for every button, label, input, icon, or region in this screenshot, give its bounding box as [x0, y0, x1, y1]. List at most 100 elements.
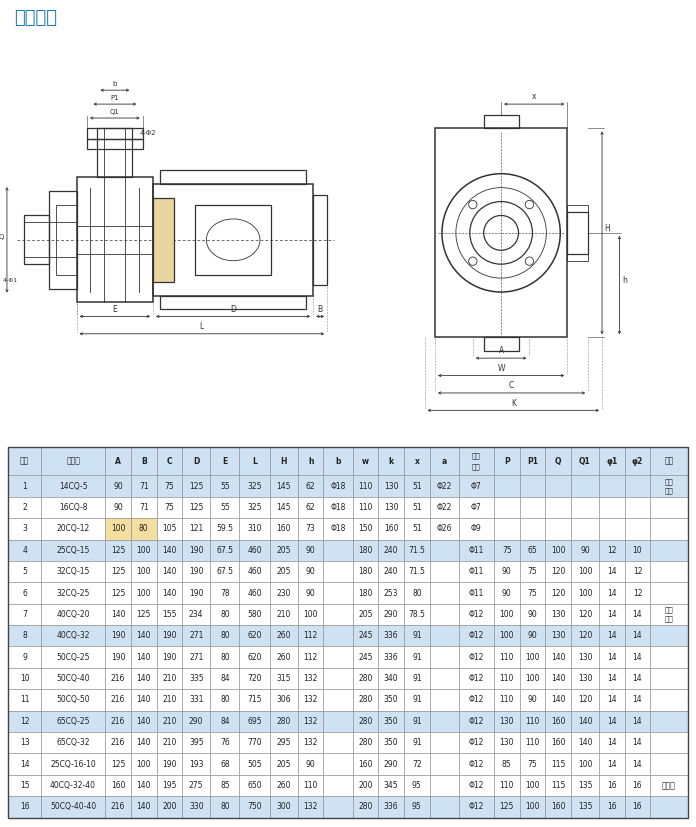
Bar	[157, 519, 182, 539]
Bar	[270, 476, 298, 497]
Text: P1: P1	[111, 95, 119, 102]
Bar	[8, 447, 41, 476]
Text: 78: 78	[220, 589, 230, 598]
Text: 法兰: 法兰	[665, 607, 674, 614]
Text: 505: 505	[247, 759, 262, 768]
Bar	[459, 447, 494, 476]
Text: Q: Q	[0, 234, 4, 240]
Bar	[157, 582, 182, 604]
Text: 190: 190	[162, 759, 177, 768]
Text: 190: 190	[189, 589, 203, 598]
Text: 51: 51	[412, 524, 422, 533]
Text: 25CQ-16-10: 25CQ-16-10	[50, 759, 96, 768]
Text: 210: 210	[162, 674, 177, 683]
Text: 73: 73	[306, 524, 315, 533]
Bar	[157, 732, 182, 753]
Text: 100: 100	[578, 759, 592, 768]
Text: 200: 200	[358, 781, 373, 790]
Bar	[270, 689, 298, 710]
Text: Φ7: Φ7	[471, 481, 482, 490]
Text: 84: 84	[220, 674, 230, 683]
Text: 65CQ-32: 65CQ-32	[56, 739, 90, 747]
Text: 91: 91	[412, 717, 422, 726]
Bar	[105, 582, 131, 604]
Bar	[131, 753, 157, 775]
Bar	[599, 539, 624, 561]
Bar	[41, 689, 105, 710]
Bar	[571, 497, 599, 519]
Text: 240: 240	[384, 546, 398, 555]
Bar	[494, 447, 520, 476]
Text: 130: 130	[384, 503, 398, 512]
Text: 90: 90	[306, 589, 315, 598]
Text: 14: 14	[607, 739, 617, 747]
Bar	[41, 476, 105, 497]
Bar	[105, 796, 131, 818]
Text: 50CQ-50: 50CQ-50	[56, 696, 90, 705]
Bar	[599, 775, 624, 796]
Bar	[195, 205, 271, 275]
Bar	[353, 497, 379, 519]
Bar	[353, 582, 379, 604]
Text: 190: 190	[111, 653, 125, 662]
Bar	[545, 539, 571, 561]
Bar	[324, 710, 353, 732]
Text: 14: 14	[633, 631, 642, 640]
Bar	[545, 732, 571, 753]
Bar	[429, 476, 459, 497]
Text: 160: 160	[276, 524, 291, 533]
Bar	[404, 561, 429, 582]
Bar	[599, 732, 624, 753]
Bar	[298, 447, 324, 476]
Text: 75: 75	[528, 567, 537, 576]
Text: 140: 140	[551, 696, 565, 705]
Bar	[520, 689, 545, 710]
Text: B: B	[317, 304, 323, 313]
Bar	[298, 476, 324, 497]
Bar	[545, 625, 571, 647]
Text: 112: 112	[303, 653, 318, 662]
Text: 14: 14	[607, 609, 617, 619]
Bar	[353, 604, 379, 625]
Text: 315: 315	[276, 674, 291, 683]
Bar	[545, 796, 571, 818]
Bar	[270, 539, 298, 561]
Text: 460: 460	[247, 546, 262, 555]
Bar	[571, 796, 599, 818]
Text: Φ22: Φ22	[436, 481, 452, 490]
Bar	[298, 604, 324, 625]
Text: 10: 10	[633, 546, 642, 555]
Text: 140: 140	[136, 717, 151, 726]
Text: 120: 120	[551, 589, 565, 598]
Text: 机座: 机座	[472, 452, 481, 458]
Bar	[484, 115, 519, 128]
Bar	[239, 476, 270, 497]
Text: Φ12: Φ12	[468, 696, 484, 705]
Text: 50CQ-40-40: 50CQ-40-40	[50, 802, 96, 811]
Text: 140: 140	[136, 674, 151, 683]
Bar	[298, 689, 324, 710]
Bar	[324, 476, 353, 497]
Bar	[105, 775, 131, 796]
Text: 80: 80	[412, 589, 422, 598]
Bar	[494, 539, 520, 561]
Bar	[8, 539, 41, 561]
Text: 50CQ-40: 50CQ-40	[56, 674, 90, 683]
Bar	[567, 254, 588, 261]
Text: 140: 140	[551, 653, 565, 662]
Text: φ1: φ1	[606, 457, 617, 466]
Text: 260: 260	[276, 631, 291, 640]
Text: 620: 620	[247, 653, 262, 662]
Text: 140: 140	[551, 674, 565, 683]
Bar	[210, 519, 239, 539]
Text: 190: 190	[162, 631, 177, 640]
Bar	[459, 582, 494, 604]
Text: 280: 280	[276, 717, 291, 726]
Text: 14: 14	[633, 759, 642, 768]
Bar	[624, 775, 650, 796]
Bar	[599, 519, 624, 539]
Text: 160: 160	[551, 717, 565, 726]
Bar	[624, 604, 650, 625]
Bar	[298, 561, 324, 582]
Bar	[49, 191, 77, 289]
